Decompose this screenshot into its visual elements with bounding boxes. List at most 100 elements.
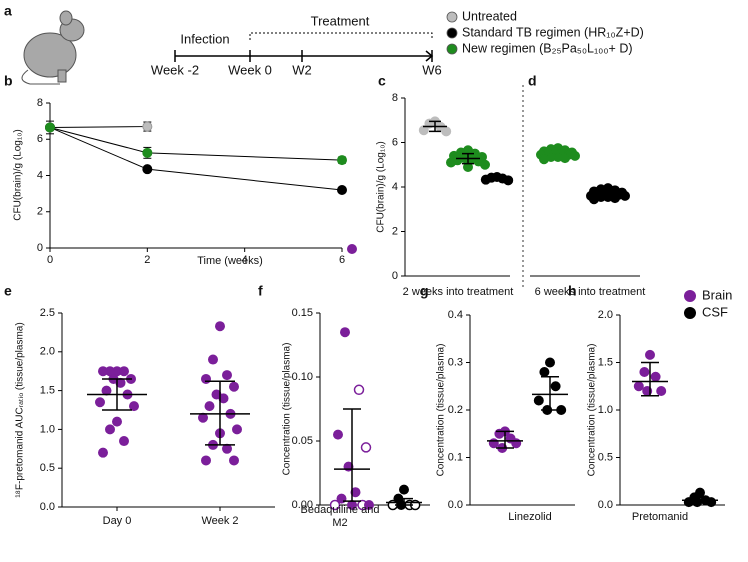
y-tick-label: 0.2: [448, 404, 463, 416]
y-tick-label: 6: [37, 133, 43, 145]
y-axis-label: Concentration (tissue/plasma): [587, 344, 598, 477]
data-point: [333, 429, 343, 440]
data-point: [360, 442, 372, 453]
data-point: [545, 357, 555, 368]
legend-marker: [446, 11, 458, 23]
data-point: [201, 455, 211, 466]
data-point: [119, 436, 129, 447]
data-point: [539, 367, 550, 377]
data-point: [656, 386, 667, 396]
y-tick-label: 8: [392, 92, 398, 104]
legend-label: Untreated: [462, 9, 517, 23]
y-tick-label: 0.00: [292, 499, 313, 511]
y-tick-label: 8: [37, 97, 43, 109]
timepoint-label: Week -2: [151, 62, 199, 77]
data-point: [98, 366, 108, 377]
data-point: [347, 244, 357, 254]
data-point: [98, 447, 108, 458]
y-tick-label: 0.15: [292, 307, 313, 319]
panel-label: c: [378, 73, 386, 89]
y-tick-label: 0.4: [448, 309, 463, 321]
timepoint-label: Week 0: [228, 62, 272, 77]
x-tick-label: Day 0: [103, 515, 132, 527]
y-tick-label: 1.0: [40, 423, 55, 435]
y-tick-label: 0.5: [40, 462, 55, 474]
y-tick-label: 2: [37, 206, 43, 218]
data-point: [229, 381, 239, 392]
data-point: [340, 327, 350, 338]
mouse-icon: [21, 10, 85, 85]
y-axis-label: Concentration (tissue/plasma): [436, 344, 447, 477]
x-tick-label: 0: [47, 254, 53, 266]
y-tick-label: 0.10: [292, 371, 313, 383]
x-axis-label: Bedaquiline and M2: [300, 504, 380, 529]
legend-label: CSF: [702, 304, 728, 319]
legend-label: Standard TB regimen (HR₁₀Z+D): [462, 25, 644, 39]
data-point: [441, 126, 452, 137]
data-point: [95, 397, 105, 408]
y-axis-label: ¹⁸F-pretomanid AUCᵣₐₜᵢₒ (tissue/plasma): [15, 322, 26, 497]
y-tick-label: 1.0: [598, 404, 613, 416]
data-point: [511, 438, 522, 449]
data-point: [560, 153, 570, 164]
panel-label: d: [528, 73, 537, 89]
data-point: [639, 367, 650, 377]
data-point: [112, 416, 122, 427]
data-point: [539, 154, 549, 165]
panel-label: b: [4, 73, 13, 89]
data-point: [142, 121, 153, 132]
data-point: [353, 384, 365, 396]
data-point: [610, 193, 620, 204]
panel-label: a: [4, 3, 12, 19]
data-point: [215, 321, 225, 332]
y-tick-label: 2.0: [598, 309, 613, 321]
y-tick-label: 6: [392, 136, 398, 148]
data-point: [589, 194, 599, 205]
y-tick-label: 2.5: [40, 307, 55, 319]
data-point: [129, 401, 139, 412]
y-axis-label: Concentration (tissue/plasma): [282, 343, 293, 476]
y-tick-label: 4: [37, 169, 43, 181]
treatment-label: Treatment: [311, 13, 370, 28]
y-tick-label: 0: [37, 242, 43, 254]
data-point: [201, 373, 211, 384]
x-tick-label: 4: [242, 254, 248, 266]
data-point: [142, 164, 153, 175]
legend-label: New regimen (B₂₅Pa₅₀L₁₀₀+ D): [462, 41, 633, 55]
data-point: [503, 175, 514, 186]
y-tick-label: 0.0: [40, 501, 55, 513]
timepoint-label: W2: [292, 62, 312, 77]
data-point: [570, 150, 580, 161]
y-tick-label: 0.0: [598, 499, 613, 511]
data-point: [204, 401, 215, 412]
y-tick-label: 4: [392, 181, 398, 193]
data-point: [337, 185, 347, 195]
y-tick-label: 2.0: [40, 346, 55, 358]
data-point: [222, 370, 232, 381]
data-point: [142, 147, 153, 158]
data-point: [480, 174, 491, 185]
y-tick-label: 1.5: [598, 356, 613, 368]
x-tick-label: Week 2: [201, 515, 238, 527]
panel-label: h: [568, 283, 577, 299]
y-tick-label: 0.05: [292, 435, 313, 447]
data-point: [633, 381, 644, 392]
data-point: [208, 354, 218, 365]
x-tick-label: 6: [339, 254, 345, 266]
data-point: [650, 371, 661, 382]
data-point: [620, 190, 630, 201]
panel-label: f: [258, 283, 263, 299]
data-point: [45, 122, 55, 133]
data-point: [550, 381, 561, 392]
data-point: [480, 159, 490, 170]
treatment-bracket: [249, 32, 433, 40]
y-tick-label: 0: [392, 270, 398, 282]
data-point: [119, 366, 129, 377]
y-tick-label: 1.5: [40, 385, 55, 397]
data-point: [350, 487, 361, 498]
data-point: [329, 499, 341, 511]
legend-marker: [446, 27, 458, 39]
panel-label: e: [4, 283, 12, 299]
data-point: [645, 349, 655, 360]
